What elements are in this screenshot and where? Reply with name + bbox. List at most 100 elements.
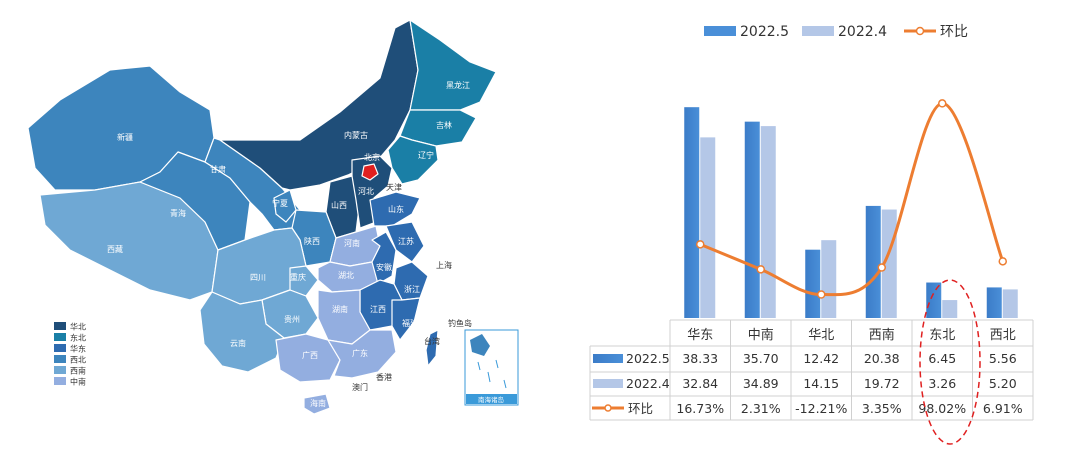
label-neimenggu: 内蒙古 <box>344 130 368 140</box>
label-hunan: 湖南 <box>332 304 348 314</box>
table-header-4: 东北 <box>929 328 955 343</box>
label-nanhai: 南海诸岛 <box>478 395 504 404</box>
legend-label-2: 华东 <box>70 344 86 354</box>
legend-label-4: 西南 <box>70 366 86 376</box>
label-liaoning: 辽宁 <box>418 150 434 160</box>
row-key-bar2 <box>593 379 623 388</box>
bar-2022-4-2 <box>821 240 837 318</box>
data-table: 华东 中南 华北 西南 东北 西北 2022.5 2022.4 环比 38.33 35.70 12.4… <box>589 319 1034 421</box>
label-jiangxi: 江西 <box>370 305 386 314</box>
legend-label-5: 中南 <box>70 377 86 387</box>
row-key-line-marker <box>604 404 612 412</box>
bar-2022-4-4 <box>942 300 958 318</box>
line-point-2 <box>817 290 826 299</box>
label-hubei: 湖北 <box>338 271 354 280</box>
label-hebei: 河北 <box>358 186 374 196</box>
table-cell-r0-c5: 5.56 <box>989 351 1017 366</box>
province-anhui <box>371 231 397 285</box>
province-taiwan <box>425 329 439 367</box>
label-shandong: 山东 <box>388 204 404 214</box>
province-jiangsu <box>385 221 425 263</box>
label-gansu: 甘肃 <box>210 164 226 174</box>
table-cell-r0-c3: 20.38 <box>864 351 900 366</box>
label-qinghai: 青海 <box>170 208 186 218</box>
table-cell-r2-c0: 16.73% <box>676 401 724 416</box>
table-cell-r2-c4: 98.02% <box>918 401 966 416</box>
label-henan: 河南 <box>344 238 360 248</box>
label-sichuan: 四川 <box>250 273 266 282</box>
bar-2022-5-5 <box>986 287 1002 318</box>
line-series <box>696 99 1007 299</box>
outside-labels: 天津 上海 钓鱼岛 香港 澳门 <box>352 182 472 392</box>
label-xinjiang: 新疆 <box>117 132 133 142</box>
table-cell-r0-c2: 12.42 <box>803 351 839 366</box>
table-cell-r0-c1: 35.70 <box>743 351 779 366</box>
highlight-ellipse <box>919 279 981 445</box>
legend-label-bar1: 2022.5 <box>740 24 789 40</box>
legend-swatch-2 <box>54 344 66 352</box>
row-label-line: 环比 <box>628 401 653 416</box>
row-label-bar1: 2022.5 <box>626 351 670 366</box>
legend-swatch-5 <box>54 377 66 385</box>
table-cell-r2-c5: 6.91% <box>983 401 1023 416</box>
label-zhejiang: 浙江 <box>404 284 420 294</box>
legend-swatch-0 <box>54 322 66 330</box>
legend-swatch-3 <box>54 355 66 363</box>
line-point-5 <box>998 257 1007 266</box>
south-sea-inset: 南海诸岛 <box>464 329 519 406</box>
line-point-1 <box>756 265 765 274</box>
table-cell-r1-c2: 14.15 <box>803 376 839 391</box>
table-header-5: 西北 <box>990 328 1016 343</box>
province-ningxia <box>273 189 297 223</box>
province-guangxi <box>275 333 341 383</box>
bar-2022-5-0 <box>684 107 700 318</box>
province-guangdong <box>327 329 397 379</box>
legend-label-line: 环比 <box>940 24 968 40</box>
table-cell-r1-c0: 32.84 <box>682 376 718 391</box>
bar-2022-4-0 <box>700 137 716 318</box>
table-cell-r1-c4: 3.26 <box>928 376 956 391</box>
table-cell-r1-c3: 19.72 <box>864 376 900 391</box>
row-label-bar2: 2022.4 <box>626 376 670 391</box>
label-hainan: 海南 <box>310 398 326 408</box>
region-comparison-chart: 2022.5 2022.4 环比 华东 中南 华北 西南 东北 西北 2022.5 2022.4 环… <box>589 24 1034 445</box>
table-cell-r2-c3: 3.35% <box>862 401 902 416</box>
legend-label-3: 西北 <box>70 356 86 365</box>
table-header-3: 西南 <box>869 327 895 343</box>
table-cell-r0-c4: 6.45 <box>928 351 956 366</box>
row-key-bar1 <box>593 354 623 363</box>
table-cell-r2-c2: -12.21% <box>795 401 847 416</box>
province-chongqing <box>289 265 319 297</box>
label-tianjin: 天津 <box>386 182 402 192</box>
legend-swatch-bar1 <box>704 26 736 36</box>
province-fujian <box>391 297 421 341</box>
label-guangdong: 广东 <box>352 348 368 358</box>
bar-2022-5-3 <box>865 205 881 318</box>
label-heilongjiang: 黑龙江 <box>446 80 470 90</box>
legend-label-1: 东北 <box>70 333 86 343</box>
legend-swatch-bar2 <box>802 26 834 36</box>
table-header-0: 华东 <box>687 328 713 343</box>
legend-marker-line <box>915 26 925 36</box>
province-beijing <box>361 163 379 181</box>
legend-label-0: 华北 <box>70 322 86 332</box>
table-cell-r1-c1: 34.89 <box>743 376 779 391</box>
label-diaoyudao: 钓鱼岛 <box>448 318 472 328</box>
label-ningxia: 宁夏 <box>272 198 288 208</box>
table-header-2: 华北 <box>808 328 834 343</box>
table-header-1: 中南 <box>748 327 774 343</box>
bar-series <box>684 107 1018 319</box>
label-xianggang: 香港 <box>376 372 392 382</box>
table-cell-r0-c0: 38.33 <box>682 351 718 366</box>
bar-2022-5-4 <box>926 282 942 318</box>
table-cell-r2-c1: 2.31% <box>741 401 781 416</box>
province-heilongjiang <box>409 19 497 111</box>
label-guangxi: 广西 <box>302 350 318 360</box>
label-guizhou: 贵州 <box>284 314 300 324</box>
label-chongqing: 重庆 <box>290 272 306 282</box>
table-cell-r1-c5: 5.20 <box>989 376 1017 391</box>
line-point-0 <box>696 240 705 249</box>
label-aomen: 澳门 <box>352 382 368 392</box>
